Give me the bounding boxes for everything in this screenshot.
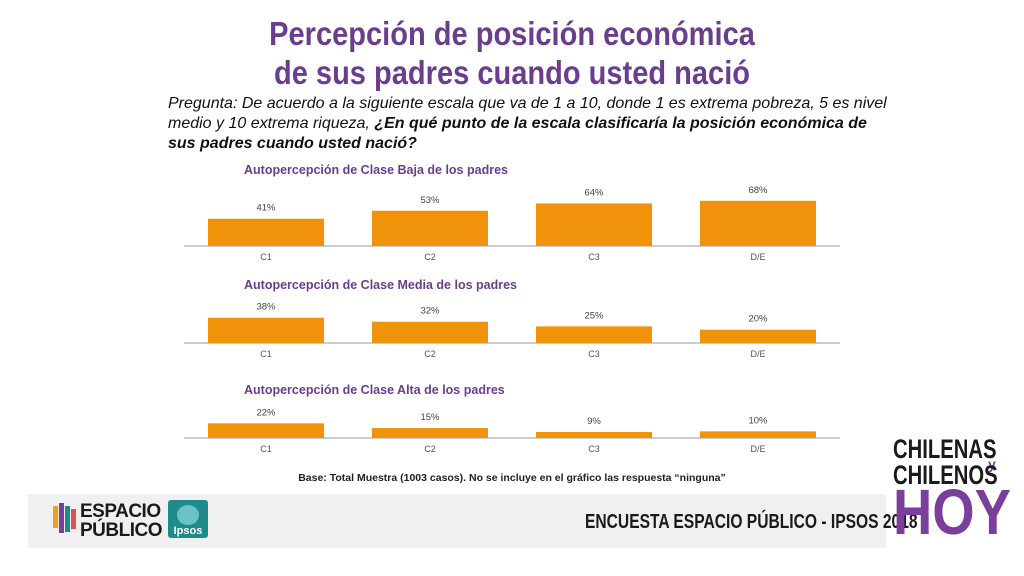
tick-label: D/E xyxy=(750,252,765,262)
bar xyxy=(700,200,816,246)
title-line-2: de sus padres cuando usted nació xyxy=(273,54,751,91)
page-title: Percepción de posición económica de sus … xyxy=(61,14,962,92)
data-label: 25% xyxy=(584,310,604,321)
espacio-publico-logo-icon xyxy=(53,503,76,533)
data-label: 53% xyxy=(420,195,440,206)
data-label: 41% xyxy=(256,203,276,214)
data-label: 32% xyxy=(420,306,440,317)
brand-hoy: HOY xyxy=(893,476,1011,548)
bar xyxy=(372,428,488,438)
bar xyxy=(700,329,816,343)
tick-label: C3 xyxy=(588,444,600,454)
bar xyxy=(372,321,488,343)
data-label: 15% xyxy=(420,412,440,423)
tick-label: D/E xyxy=(750,349,765,359)
survey-question: Pregunta: De acuerdo a la siguiente esca… xyxy=(168,94,888,154)
data-label: 22% xyxy=(256,407,276,418)
question-highlight: ¿En qué punto de la escala clasificaría … xyxy=(168,115,867,152)
data-label: 20% xyxy=(748,314,768,325)
chart-title-media: Autopercepción de Clase Media de los pad… xyxy=(244,278,517,292)
brand-line-2: CHILENOS xyxy=(893,460,998,490)
tick-label: C1 xyxy=(260,252,272,262)
data-label: 68% xyxy=(748,185,768,196)
tick-label: C1 xyxy=(260,444,272,454)
chart-title-baja: Autopercepción de Clase Baja de los padr… xyxy=(244,163,508,177)
brand-y: y xyxy=(988,456,996,472)
data-label: 38% xyxy=(256,302,276,313)
bar xyxy=(208,218,324,246)
espacio-publico-logo-text: ESPACIO PÚBLICO xyxy=(80,501,163,541)
data-label: 10% xyxy=(748,415,768,426)
data-label: 9% xyxy=(587,416,601,427)
bar xyxy=(208,317,324,343)
bar xyxy=(208,423,324,438)
ipsos-logo: Ipsos xyxy=(168,500,208,538)
title-line-1: Percepción de posición económica xyxy=(269,15,755,52)
bar xyxy=(372,210,488,246)
logo-line-1: ESPACIO xyxy=(80,501,161,522)
bar xyxy=(536,326,652,343)
brand-line-1: CHILENAS xyxy=(893,434,997,464)
footer-caption: ENCUESTA ESPACIO PÚBLICO - IPSOS 2018 xyxy=(585,511,918,533)
base-note: Base: Total Muestra (1003 casos). No se … xyxy=(298,472,726,484)
chart-title-alta: Autopercepción de Clase Alta de los padr… xyxy=(244,383,505,397)
ipsos-label: Ipsos xyxy=(173,525,203,537)
tick-label: C1 xyxy=(260,349,272,359)
data-label: 64% xyxy=(584,187,604,198)
bar xyxy=(536,432,652,438)
logo-line-2: PÚBLICO xyxy=(80,520,163,541)
tick-label: C2 xyxy=(424,252,436,262)
tick-label: C2 xyxy=(424,444,436,454)
tick-label: C3 xyxy=(588,252,600,262)
ipsos-circle-icon xyxy=(177,505,199,525)
tick-label: D/E xyxy=(750,444,765,454)
bar xyxy=(700,431,816,438)
bar xyxy=(536,203,652,246)
tick-label: C2 xyxy=(424,349,436,359)
tick-label: C3 xyxy=(588,349,600,359)
question-text: Pregunta: De acuerdo a la siguiente esca… xyxy=(168,95,887,132)
chilenas-chilenos-hoy-logo: CHILENAS y CHILENOS HOY xyxy=(893,434,1024,545)
